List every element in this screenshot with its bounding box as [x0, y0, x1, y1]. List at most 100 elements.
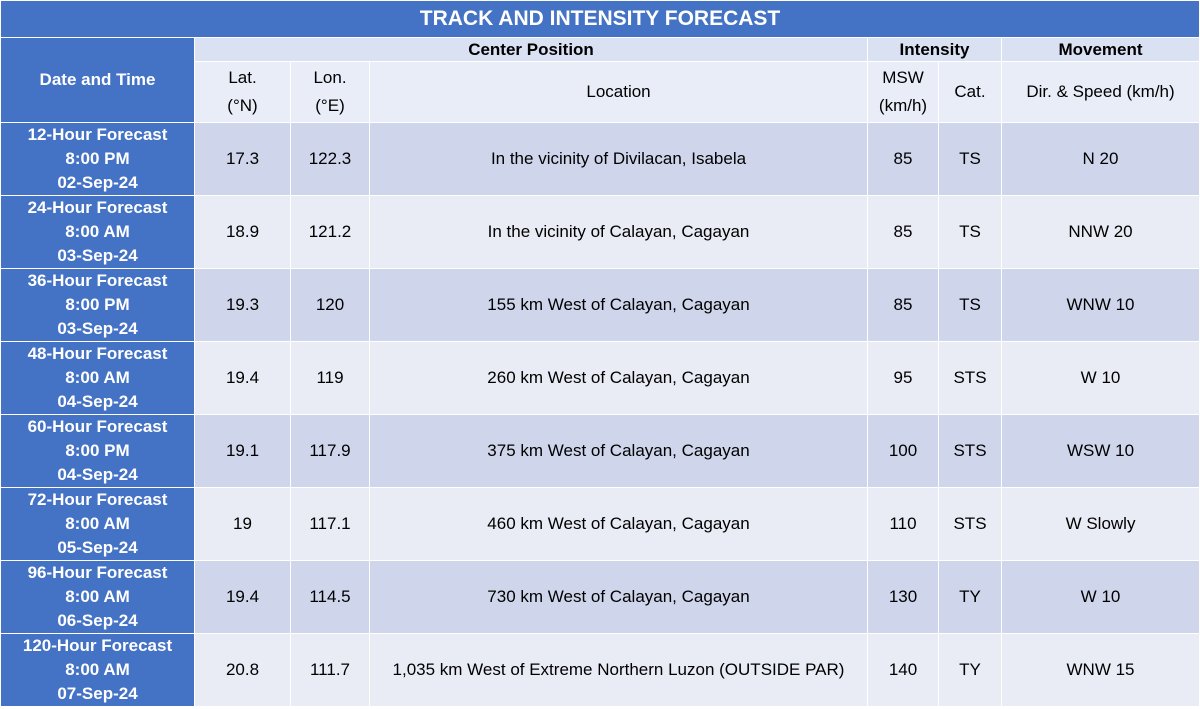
row-cat: TY	[938, 633, 1002, 707]
header-msw-label: MSW	[882, 68, 924, 87]
row-lat: 20.8	[194, 633, 291, 707]
row-forecast: 120-Hour Forecast	[22, 636, 173, 655]
row-time: 8:00 PM	[65, 295, 130, 314]
row-location: 260 km West of Calayan, Cagayan	[369, 341, 868, 415]
row-date: 04-Sep-24	[57, 465, 138, 484]
row-date: 06-Sep-24	[57, 611, 138, 630]
row-forecast: 60-Hour Forecast	[27, 417, 168, 436]
row-date: 02-Sep-24	[57, 173, 138, 192]
row-location: 1,035 km West of Extreme Northern Luzon …	[369, 633, 868, 707]
row-date: 05-Sep-24	[57, 538, 138, 557]
row-movement: N 20	[1000, 122, 1200, 196]
header-lat-label: Lat.	[228, 68, 257, 87]
row-cat: STS	[938, 414, 1002, 488]
row-msw: 140	[867, 633, 939, 707]
group-header-row: Date and Time Center Position Intensity …	[0, 37, 1200, 123]
row-movement: WNW 10	[1000, 268, 1200, 342]
row-lon: 120	[290, 268, 370, 342]
table-row: 120-Hour Forecast 8:00 AM 07-Sep-24 20.8 111…	[0, 633, 1200, 707]
row-date-time: 120-Hour Forecast 8:00 AM 07-Sep-24	[0, 633, 195, 707]
row-cat: STS	[938, 487, 1002, 561]
row-cat: TS	[938, 122, 1002, 196]
row-msw: 110	[867, 487, 939, 561]
table-row: 12-Hour Forecast 8:00 PM 02-Sep-24 17.3 122.…	[0, 122, 1200, 196]
row-location: In the vicinity of Divilacan, Isabela	[369, 122, 868, 196]
row-msw: 100	[867, 414, 939, 488]
row-forecast: 36-Hour Forecast	[27, 271, 168, 290]
header-date-time: Date and Time	[0, 37, 195, 123]
row-location: 155 km West of Calayan, Cagayan	[369, 268, 868, 342]
row-location: 460 km West of Calayan, Cagayan	[369, 487, 868, 561]
row-movement: W Slowly	[1000, 487, 1200, 561]
header-location: Location	[369, 61, 868, 123]
row-date-time: 48-Hour Forecast 8:00 AM 04-Sep-24	[0, 341, 195, 415]
header-lon-unit: (°E)	[315, 96, 345, 115]
row-lon: 117.9	[290, 414, 370, 488]
row-cat: TS	[938, 195, 1002, 269]
row-msw: 130	[867, 560, 939, 634]
row-date: 07-Sep-24	[57, 684, 138, 703]
table-title: TRACK AND INTENSITY FORECAST	[0, 0, 1200, 38]
row-movement: NNW 20	[1000, 195, 1200, 269]
table-row: 48-Hour Forecast 8:00 AM 04-Sep-24 19.4 119 2…	[0, 341, 1200, 415]
row-forecast: 72-Hour Forecast	[27, 490, 168, 509]
row-forecast: 48-Hour Forecast	[27, 344, 168, 363]
row-lat: 19	[194, 487, 291, 561]
row-forecast: 12-Hour Forecast	[27, 125, 168, 144]
header-lon-label: Lon.	[313, 68, 347, 87]
row-time: 8:00 PM	[65, 149, 130, 168]
row-time: 8:00 AM	[65, 587, 130, 606]
row-time: 8:00 AM	[65, 514, 130, 533]
row-date: 04-Sep-24	[57, 392, 138, 411]
row-lon: 117.1	[290, 487, 370, 561]
row-lon: 122.3	[290, 122, 370, 196]
sub-header-row: Lat. (°N) Lon. (°E) Location MSW (km/h) …	[1, 61, 1200, 123]
row-lat: 17.3	[194, 122, 291, 196]
row-forecast: 96-Hour Forecast	[27, 563, 168, 582]
row-lat: 18.9	[194, 195, 291, 269]
row-cat: TY	[938, 560, 1002, 634]
row-lat: 19.1	[194, 414, 291, 488]
header-lat-unit: (°N)	[227, 96, 258, 115]
row-date-time: 24-Hour Forecast 8:00 AM 03-Sep-24	[0, 195, 195, 269]
header-intensity: Intensity	[867, 37, 1002, 62]
table-row: 60-Hour Forecast 8:00 PM 04-Sep-24 19.1 117.…	[0, 414, 1200, 488]
table-row: 96-Hour Forecast 8:00 AM 06-Sep-24 19.4 114.…	[0, 560, 1200, 634]
row-lon: 111.7	[290, 633, 370, 707]
table-row: 36-Hour Forecast 8:00 PM 03-Sep-24 19.3 120 1…	[0, 268, 1200, 342]
header-movement: Movement	[1000, 37, 1200, 62]
header-msw: MSW (km/h)	[867, 61, 939, 123]
row-lon: 114.5	[290, 560, 370, 634]
row-date: 03-Sep-24	[57, 319, 138, 338]
row-msw: 85	[867, 268, 939, 342]
row-time: 8:00 AM	[65, 660, 130, 679]
header-dir-speed: Dir. & Speed (km/h)	[1000, 61, 1200, 123]
row-msw: 95	[867, 341, 939, 415]
header-center-position: Center Position	[194, 37, 868, 62]
row-date-time: 60-Hour Forecast 8:00 PM 04-Sep-24	[0, 414, 195, 488]
header-lat: Lat. (°N)	[194, 61, 291, 123]
header-lon: Lon. (°E)	[290, 61, 370, 123]
row-movement: WNW 15	[1000, 633, 1200, 707]
row-location: 375 km West of Calayan, Cagayan	[369, 414, 868, 488]
row-lon: 121.2	[290, 195, 370, 269]
row-time: 8:00 PM	[65, 441, 130, 460]
row-date-time: 72-Hour Forecast 8:00 AM 05-Sep-24	[0, 487, 195, 561]
row-movement: WSW 10	[1000, 414, 1200, 488]
table-row: 24-Hour Forecast 8:00 AM 03-Sep-24 18.9 121.…	[0, 195, 1200, 269]
row-msw: 85	[867, 122, 939, 196]
row-lon: 119	[290, 341, 370, 415]
row-cat: STS	[938, 341, 1002, 415]
title-row: TRACK AND INTENSITY FORECAST	[0, 0, 1200, 38]
row-location: 730 km West of Calayan, Cagayan	[369, 560, 868, 634]
row-lat: 19.4	[194, 560, 291, 634]
row-date: 03-Sep-24	[57, 246, 138, 265]
table-row: 72-Hour Forecast 8:00 AM 05-Sep-24 19 117.1 4…	[0, 487, 1200, 561]
row-forecast: 24-Hour Forecast	[27, 198, 168, 217]
row-time: 8:00 AM	[65, 368, 130, 387]
row-time: 8:00 AM	[65, 222, 130, 241]
row-movement: W 10	[1000, 341, 1200, 415]
row-movement: W 10	[1000, 560, 1200, 634]
row-msw: 85	[867, 195, 939, 269]
